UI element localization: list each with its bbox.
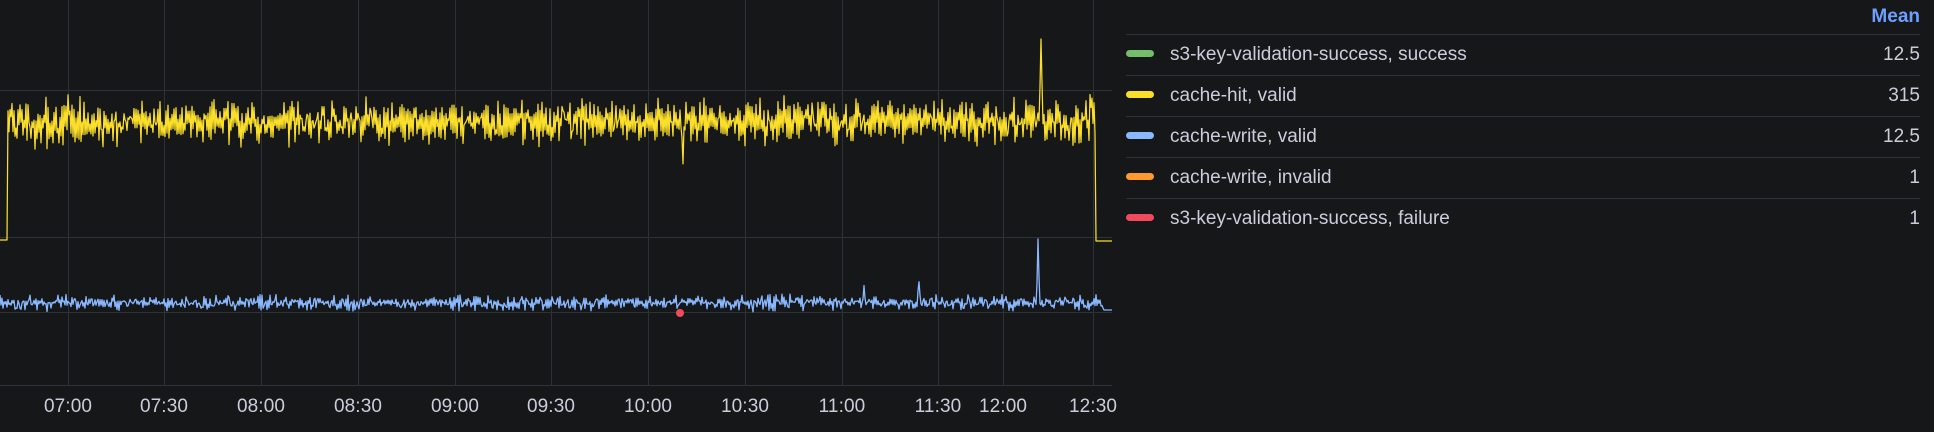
x-axis-tick-label: 09:30 (526, 396, 576, 417)
x-axis-tick-label: 11:30 (914, 396, 962, 417)
legend-series-cell[interactable]: s3-key-validation-success, failure (1126, 199, 1871, 240)
x-axis-tick-label: 09:00 (430, 396, 480, 417)
legend-mean-value: 12.5 (1883, 126, 1920, 148)
legend-header-series (1126, 4, 1871, 35)
legend-mean-value: 12.5 (1883, 44, 1920, 65)
series-line-cache-write-valid (0, 238, 1112, 313)
legend-header-mean[interactable]: Mean (1871, 6, 1920, 27)
legend-series-label: cache-write, invalid (1170, 167, 1332, 189)
legend-header: Mean (1126, 4, 1920, 35)
x-axis-tick-label: 08:30 (333, 396, 383, 417)
legend-mean-value: 1 (1909, 167, 1920, 189)
x-axis-tick-label: 08:00 (236, 396, 286, 417)
legend-body: s3-key-validation-success, success 12.5 ca… (1126, 34, 1920, 240)
data-point-marker[interactable] (676, 309, 684, 317)
legend-series-cell[interactable]: cache-write, invalid (1126, 158, 1871, 199)
x-axis-tick-label: 11:00 (818, 396, 866, 417)
legend[interactable]: Mean s3-key-validation-success, success 1… (1112, 0, 1934, 432)
legend-mean-value: 1 (1909, 208, 1920, 230)
legend-series-cell[interactable]: s3-key-validation-success, success (1126, 35, 1871, 76)
x-axis-tick-label: 07:00 (43, 396, 93, 417)
plot-area[interactable]: 07:00 07:30 08:00 08:30 09:00 09:30 10:00 10:30… (0, 0, 1117, 432)
series-line-cache-hit-valid (0, 38, 1112, 242)
series-color-swatch[interactable] (1126, 49, 1154, 57)
legend-series-cell[interactable]: cache-hit, valid (1126, 76, 1871, 117)
legend-row[interactable]: s3-key-validation-success, success 12.5 (1126, 34, 1920, 76)
legend-header-row: Mean (1126, 4, 1920, 35)
x-axis-tick-label: 12:30 (1068, 396, 1118, 417)
series-color-swatch[interactable] (1126, 172, 1154, 180)
horizontal-gridlines (0, 90, 1112, 386)
legend-row[interactable]: cache-hit, valid 315 (1126, 75, 1920, 117)
legend-series-label: cache-write, valid (1170, 126, 1317, 148)
legend-table: Mean s3-key-validation-success, success 1… (1126, 4, 1920, 239)
series-points-s3-key-validation-failure (676, 309, 684, 317)
plot-background (0, 0, 1112, 386)
legend-series-label: cache-hit, valid (1170, 85, 1297, 107)
plot-canvas[interactable] (0, 0, 1112, 386)
x-axis-tick-label: 07:30 (139, 396, 189, 417)
vertical-gridlines (68, 0, 1094, 386)
x-axis-tick-label: 12:00 (978, 396, 1028, 417)
x-axis: 07:00 07:30 08:00 08:30 09:00 09:30 10:00 10:30… (0, 386, 1117, 432)
series-color-swatch[interactable] (1126, 90, 1154, 98)
x-axis-tick-label: 10:00 (623, 396, 673, 417)
legend-series-label: s3-key-validation-success, failure (1170, 208, 1450, 230)
legend-row[interactable]: cache-write, valid 12.5 (1126, 116, 1920, 158)
legend-series-label: s3-key-validation-success, success (1170, 44, 1467, 65)
x-axis-tick-label: 10:30 (720, 396, 770, 417)
series-color-swatch[interactable] (1126, 131, 1154, 139)
legend-row[interactable]: s3-key-validation-success, failure 1 (1126, 198, 1920, 240)
legend-mean-value: 315 (1888, 85, 1920, 107)
series-color-swatch[interactable] (1126, 213, 1154, 221)
legend-row[interactable]: cache-write, invalid 1 (1126, 157, 1920, 199)
legend-series-cell[interactable]: cache-write, valid (1126, 117, 1871, 158)
